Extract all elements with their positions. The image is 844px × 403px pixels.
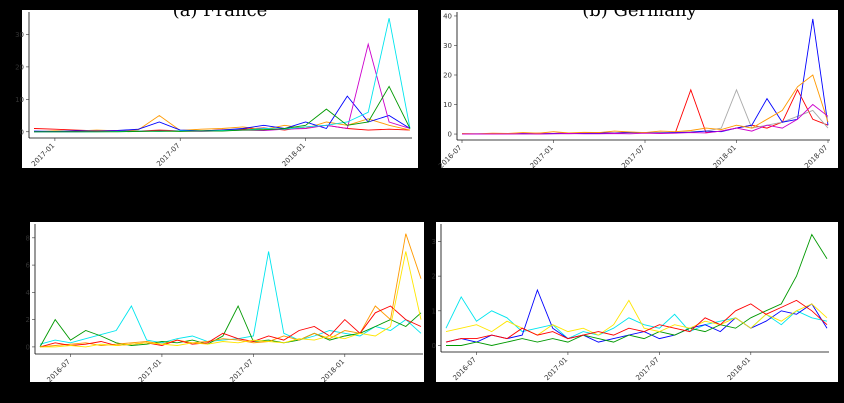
y-tick-label: 20: [15, 63, 24, 71]
series-line: [445, 299, 828, 343]
y-tick-label: 0: [20, 128, 24, 136]
y-tick-label: 0: [432, 342, 436, 350]
panel-title: (b) Germany: [582, 0, 697, 21]
panel: [436, 222, 838, 382]
panel: [22, 10, 418, 168]
y-tick-label: 3: [432, 238, 436, 246]
y-tick-label: 30: [15, 31, 24, 39]
y-tick-label: 0: [26, 343, 30, 351]
panel: [441, 10, 838, 168]
panel-title: (a) France: [173, 0, 268, 21]
y-tick-label: 8: [26, 234, 30, 242]
series-line: [461, 74, 829, 135]
series-line: [446, 233, 828, 346]
series-line: [445, 288, 828, 343]
y-tick-label: 20: [443, 72, 452, 80]
series-line: [445, 299, 828, 336]
series-line: [39, 305, 422, 348]
y-tick-label: 6: [26, 262, 31, 270]
y-tick-label: 4: [26, 289, 31, 297]
y-tick-label: 40: [443, 12, 452, 20]
series-line: [39, 233, 422, 348]
panel: [30, 222, 424, 382]
series-line: [462, 103, 829, 135]
y-tick-label: 0: [448, 131, 452, 139]
y-tick-label: 10: [443, 101, 452, 109]
series-line: [40, 251, 422, 348]
y-tick-label: 2: [26, 316, 30, 324]
y-tick-label: 30: [443, 42, 452, 50]
y-tick-label: 10: [15, 96, 24, 104]
y-tick-label: 2: [432, 273, 436, 281]
series-line: [34, 85, 411, 133]
y-tick-label: 1: [432, 307, 436, 315]
